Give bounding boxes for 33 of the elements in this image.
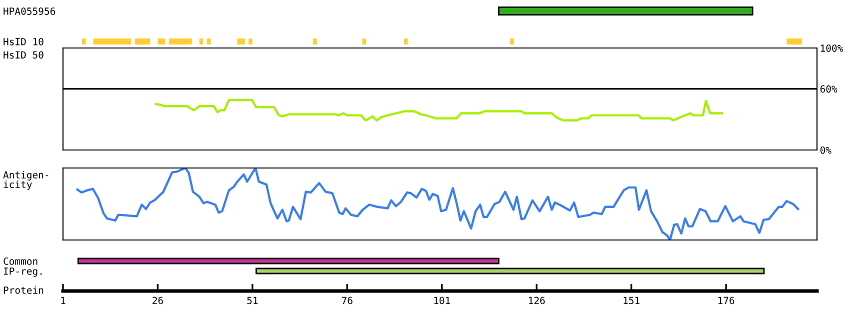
y-tick-label: 60% — [820, 85, 838, 93]
bar — [82, 38, 86, 45]
x-tick-label: 126 — [529, 296, 545, 304]
bar — [362, 38, 366, 45]
y-tick-label: 100% — [820, 44, 844, 52]
y-tick-label: IP-reg. — [4, 268, 42, 277]
x-tick-label: 101 — [434, 296, 450, 304]
bar — [510, 38, 514, 45]
bar — [169, 38, 192, 45]
y-axis-title: Antigen- icity — [3, 171, 48, 190]
x-tick-label: 76 — [342, 296, 352, 304]
x-tick-label: 1 — [61, 296, 66, 304]
bar — [404, 38, 408, 45]
x-tick-label: 176 — [718, 296, 734, 304]
y-tick-label: HPA055956 — [4, 8, 56, 15]
bar — [93, 38, 132, 45]
y-tick-label: Common — [4, 258, 38, 265]
x-tick-label: 51 — [247, 296, 258, 304]
bar — [786, 38, 802, 45]
bar — [313, 38, 317, 45]
bar — [134, 38, 150, 45]
bar — [206, 38, 211, 45]
bar — [199, 38, 204, 45]
bar — [237, 38, 245, 45]
y-tick-label: 0% — [820, 146, 832, 154]
x-tick-label: 26 — [152, 296, 163, 304]
bar — [158, 38, 166, 45]
line-series — [155, 98, 724, 122]
x-tick-label: 151 — [624, 296, 640, 304]
y-axis-title: HsID 50 — [4, 51, 44, 59]
bar — [248, 38, 252, 45]
x-axis-title: Protein — [4, 286, 44, 294]
y-tick-label: HsID 10 — [4, 38, 44, 46]
